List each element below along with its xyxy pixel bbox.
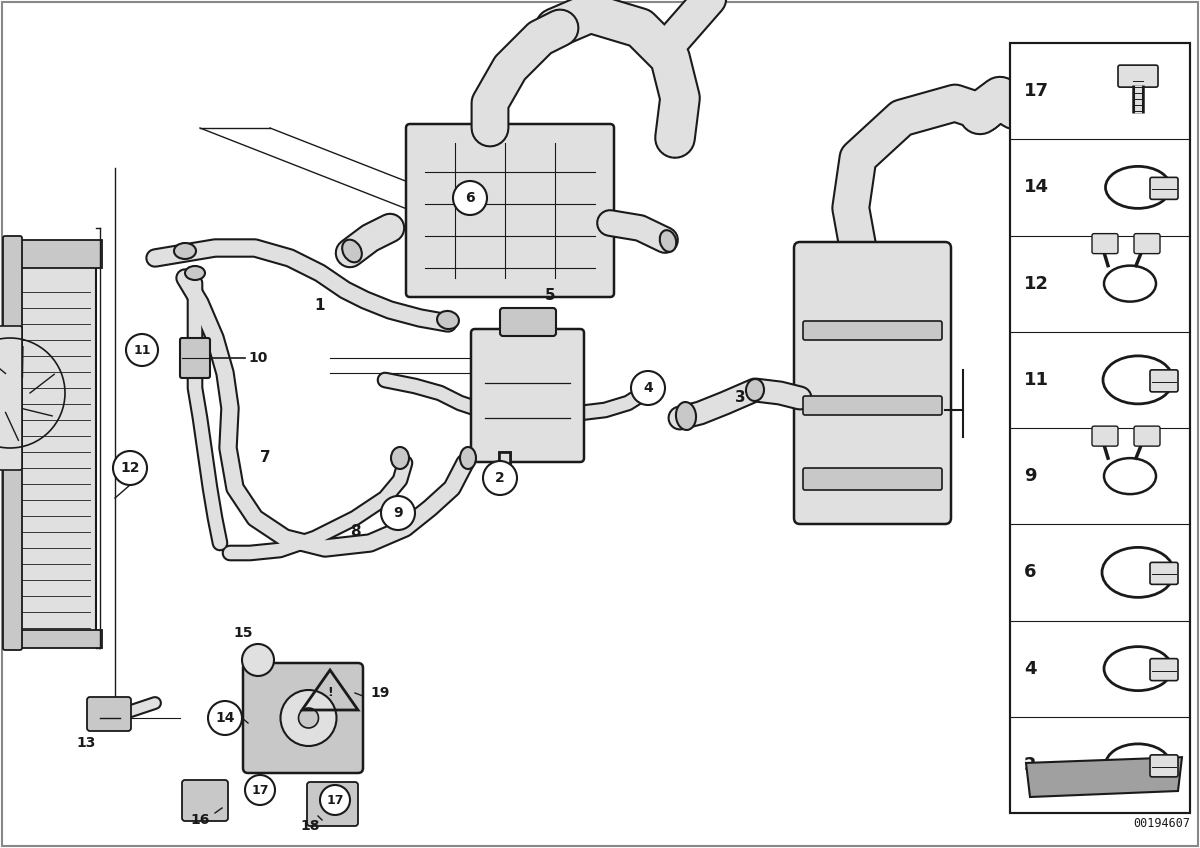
Text: 9: 9	[1024, 467, 1037, 485]
FancyBboxPatch shape	[1092, 427, 1118, 446]
Ellipse shape	[638, 379, 658, 401]
FancyBboxPatch shape	[1150, 177, 1178, 199]
Circle shape	[208, 701, 242, 735]
Text: 1: 1	[314, 298, 325, 313]
Text: 18: 18	[300, 819, 319, 833]
Polygon shape	[1026, 757, 1182, 797]
Text: 6: 6	[466, 191, 475, 205]
Ellipse shape	[437, 311, 458, 329]
Ellipse shape	[746, 379, 764, 401]
Text: 3: 3	[734, 390, 745, 405]
Text: 16: 16	[191, 813, 210, 827]
FancyBboxPatch shape	[406, 124, 614, 297]
Circle shape	[113, 451, 148, 485]
Text: 4: 4	[643, 381, 653, 395]
FancyBboxPatch shape	[1134, 427, 1160, 446]
FancyBboxPatch shape	[1150, 562, 1178, 584]
FancyBboxPatch shape	[18, 258, 96, 638]
FancyBboxPatch shape	[1134, 234, 1160, 254]
Circle shape	[631, 371, 665, 405]
Text: 19: 19	[371, 686, 390, 700]
Ellipse shape	[676, 402, 696, 430]
Text: 9: 9	[394, 506, 403, 520]
Text: 17: 17	[251, 784, 269, 796]
Ellipse shape	[174, 243, 196, 259]
Ellipse shape	[391, 447, 409, 469]
FancyBboxPatch shape	[803, 321, 942, 340]
FancyBboxPatch shape	[180, 338, 210, 378]
FancyBboxPatch shape	[2, 236, 22, 650]
Text: 17: 17	[326, 794, 343, 806]
FancyBboxPatch shape	[1092, 234, 1118, 254]
Circle shape	[242, 644, 274, 676]
FancyBboxPatch shape	[470, 329, 584, 462]
FancyBboxPatch shape	[88, 697, 131, 731]
Text: 14: 14	[1024, 178, 1049, 197]
FancyBboxPatch shape	[1118, 65, 1158, 87]
FancyBboxPatch shape	[803, 468, 942, 490]
FancyBboxPatch shape	[12, 240, 102, 268]
FancyBboxPatch shape	[182, 780, 228, 821]
FancyBboxPatch shape	[500, 308, 556, 336]
Text: 11: 11	[1024, 371, 1049, 389]
FancyBboxPatch shape	[12, 630, 102, 648]
Circle shape	[126, 334, 158, 366]
Circle shape	[482, 461, 517, 495]
Text: 17: 17	[1024, 82, 1049, 100]
Text: 00194607: 00194607	[1133, 817, 1190, 830]
Text: 7: 7	[259, 450, 270, 466]
Circle shape	[299, 708, 318, 728]
Ellipse shape	[660, 230, 677, 252]
FancyBboxPatch shape	[1150, 755, 1178, 777]
Text: 5: 5	[545, 288, 556, 304]
FancyBboxPatch shape	[803, 396, 942, 415]
FancyBboxPatch shape	[242, 663, 364, 773]
Circle shape	[245, 775, 275, 805]
Ellipse shape	[342, 240, 362, 262]
Text: 2: 2	[1024, 756, 1037, 774]
Ellipse shape	[460, 447, 476, 469]
FancyBboxPatch shape	[1150, 370, 1178, 392]
Text: 12: 12	[1024, 275, 1049, 293]
Text: 11: 11	[133, 343, 151, 356]
Text: 10: 10	[248, 351, 268, 365]
Text: !: !	[328, 685, 332, 699]
Ellipse shape	[185, 266, 205, 280]
Circle shape	[454, 181, 487, 215]
Text: 2: 2	[496, 471, 505, 485]
FancyBboxPatch shape	[1150, 659, 1178, 681]
Text: 6: 6	[1024, 563, 1037, 582]
Text: 15: 15	[233, 626, 253, 640]
Text: 8: 8	[349, 525, 360, 539]
FancyBboxPatch shape	[307, 782, 358, 826]
Text: 14: 14	[215, 711, 235, 725]
Circle shape	[320, 785, 350, 815]
Circle shape	[281, 690, 336, 746]
Text: 4: 4	[1024, 660, 1037, 678]
Text: 12: 12	[120, 461, 139, 475]
FancyBboxPatch shape	[0, 326, 22, 470]
Text: 13: 13	[77, 736, 96, 750]
FancyBboxPatch shape	[1010, 43, 1190, 813]
Circle shape	[382, 496, 415, 530]
FancyBboxPatch shape	[794, 242, 952, 524]
